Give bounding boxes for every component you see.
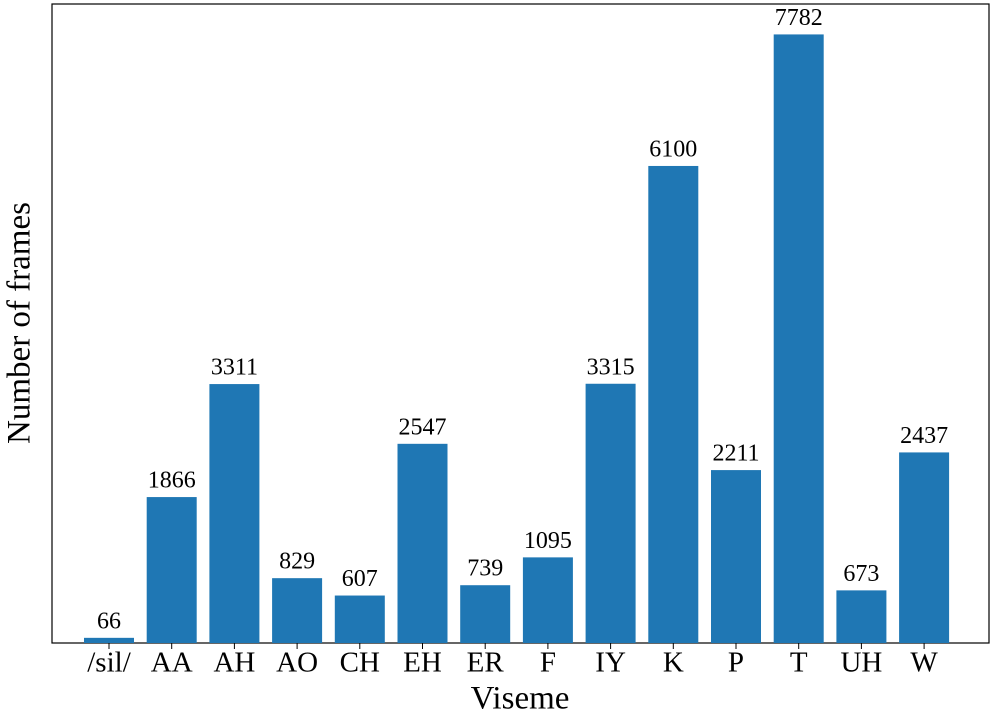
x-tick-label: P — [728, 647, 744, 679]
x-tick-label: W — [910, 647, 938, 679]
x-tick-label: AA — [151, 647, 193, 679]
bar — [334, 595, 385, 643]
value-label: 3311 — [211, 355, 258, 381]
value-label: 829 — [279, 549, 315, 575]
x-tick-label: ER — [467, 647, 505, 679]
x-tick-label: AH — [213, 647, 255, 679]
bar — [648, 165, 699, 644]
x-tick-label: AO — [276, 647, 318, 679]
value-label: 2547 — [399, 414, 447, 440]
x-tick-label: K — [663, 647, 684, 679]
bar — [522, 557, 573, 643]
x-tick-label: EH — [403, 647, 442, 679]
bar — [397, 443, 448, 643]
value-label: 6100 — [649, 136, 697, 162]
bar — [209, 384, 260, 643]
x-tick-label: T — [790, 647, 808, 679]
value-label: 607 — [342, 566, 378, 592]
value-label: 673 — [843, 561, 879, 587]
value-label: 2437 — [900, 423, 948, 449]
plot-frame — [51, 3, 990, 644]
value-label: 2211 — [712, 441, 759, 467]
value-label: 1095 — [524, 528, 572, 554]
y-axis-label: Number of frames — [2, 202, 38, 444]
bar — [84, 637, 134, 643]
value-label: 3315 — [587, 354, 635, 380]
bar — [460, 585, 511, 643]
x-tick-label: /sil/ — [87, 647, 131, 679]
value-label: 66 — [97, 608, 121, 634]
x-tick-label: IY — [595, 647, 626, 679]
bar — [146, 497, 197, 643]
x-tick-label: CH — [340, 647, 380, 679]
value-label: 7782 — [775, 5, 823, 31]
value-label: 739 — [467, 556, 503, 582]
value-label: 1866 — [148, 468, 196, 494]
bar — [585, 383, 636, 643]
x-tick-label: UH — [840, 647, 882, 679]
x-axis-label: Viseme — [471, 681, 570, 717]
bar — [272, 578, 323, 643]
bar — [773, 34, 824, 643]
x-tick-label: F — [540, 647, 556, 679]
bar — [711, 470, 761, 643]
bar — [899, 452, 950, 643]
bar — [836, 590, 887, 643]
